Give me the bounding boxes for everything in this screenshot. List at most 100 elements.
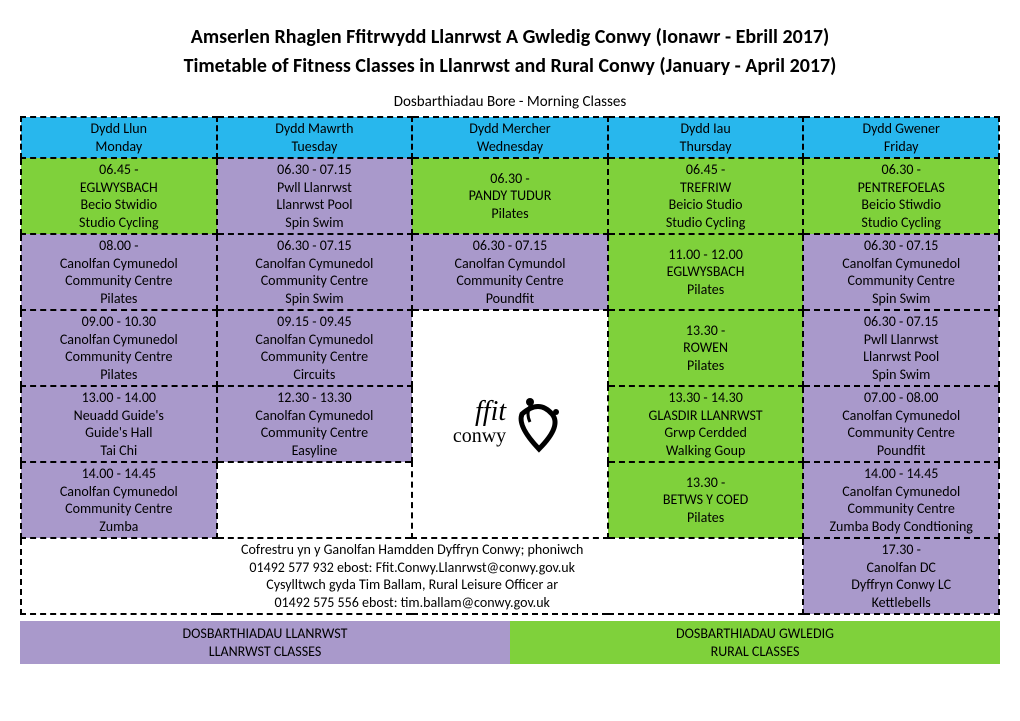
title-welsh: Amserlen Rhaglen Ffitrwydd Llanrwst A Gw… — [20, 25, 1000, 49]
cell-text: 06.45 - — [26, 161, 212, 179]
heart-figure-icon — [512, 394, 567, 454]
timetable-cell — [217, 462, 413, 538]
cell-text: 06.30 - 07.15 — [222, 237, 408, 255]
cell-text: Studio Cycling — [613, 214, 799, 232]
cell-text: Canolfan Cymunedol — [222, 331, 408, 349]
cell-text: Canolfan DC — [808, 559, 994, 577]
timetable-cell: 13.00 - 14.00Neuadd Guide'sGuide's HallT… — [21, 386, 217, 462]
cell-text: 08.00 - — [26, 237, 212, 255]
day-header: Dydd LlunMonday — [21, 117, 217, 158]
cell-text: Canolfan Cymunedol — [222, 255, 408, 273]
cell-text: 06.30 - 07.15 — [808, 313, 994, 331]
cell-text: 07.00 - 08.00 — [808, 389, 994, 407]
timetable-cell: 13.30 -ROWENPilates — [608, 310, 804, 386]
timetable: Dydd LlunMondayDydd MawrthTuesdayDydd Me… — [20, 116, 1000, 615]
cell-text: Spin Swim — [222, 290, 408, 308]
cell-text: 12.30 - 13.30 — [222, 389, 408, 407]
cell-text: Cofrestru yn y Ganolfan Hamdden Dyffryn … — [26, 541, 798, 559]
cell-text: EGLWYSBACH — [613, 263, 799, 281]
table-row: 06.45 -EGLWYSBACHBecio StwidioStudio Cyc… — [21, 158, 999, 234]
cell-text: Studio Cycling — [808, 214, 994, 232]
cell-text: 01492 577 932 ebost: Ffit.Conwy.Llanrwst… — [26, 559, 798, 577]
cell-text: ROWEN — [613, 339, 799, 357]
cell-text: Canolfan Cymunedol — [808, 483, 994, 501]
cell-text: 13.30 - 14.30 — [613, 389, 799, 407]
cell-text: Pwll Llanrwst — [808, 331, 994, 349]
day-header: Dydd GwenerFriday — [803, 117, 999, 158]
cell-text: Community Centre — [26, 272, 212, 290]
cell-text: Community Centre — [26, 348, 212, 366]
cell-text: Canolfan Cymunedol — [26, 483, 212, 501]
cell-text: TREFRIW — [613, 179, 799, 197]
timetable-cell: 06.30 - 07.15Canolfan CymunedolCommunity… — [217, 234, 413, 310]
cell-text: Guide's Hall — [26, 424, 212, 442]
cell-text: BETWS Y COED — [613, 491, 799, 509]
cell-text: Canolfan Cymunedol — [808, 255, 994, 273]
timetable-cell: 06.30 - 07.15Pwll LlanrwstLlanrwst PoolS… — [217, 158, 413, 234]
cell-text: Community Centre — [222, 424, 408, 442]
legend-llanrwst: DOSBARTHIADAU LLANRWST LLANRWST CLASSES — [20, 621, 510, 664]
cell-text: Community Centre — [808, 272, 994, 290]
timetable-cell: 13.30 -BETWS Y COEDPilates — [608, 462, 804, 538]
cell-text: Llanrwst Pool — [808, 348, 994, 366]
cell-text: Kettlebells — [808, 594, 994, 612]
cell-text: Beicio Stiwdio — [808, 196, 994, 214]
cell-text: 06.30 - 07.15 — [417, 237, 603, 255]
cell-text: Walking Goup — [613, 442, 799, 460]
cell-text: 13.00 - 14.00 — [26, 389, 212, 407]
cell-text: 09.15 - 09.45 — [222, 313, 408, 331]
cell-text: Community Centre — [417, 272, 603, 290]
cell-text: Spin Swim — [808, 290, 994, 308]
cell-text: Canolfan Cymunedol — [26, 255, 212, 273]
timetable-cell: 11.00 - 12.00EGLWYSBACHPilates — [608, 234, 804, 310]
cell-text: Pilates — [613, 509, 799, 527]
cell-text: Canolfan Cymunedol — [26, 331, 212, 349]
cell-text: 17.30 - — [808, 541, 994, 559]
cell-text: Community Centre — [222, 348, 408, 366]
timetable-cell: 06.30 - 07.15Canolfan CymundolCommunity … — [412, 234, 608, 310]
timetable-cell: 13.30 - 14.30GLASDIR LLANRWSTGrwp Cerdde… — [608, 386, 804, 462]
cell-text: 06.30 - 07.15 — [222, 161, 408, 179]
cell-text: Community Centre — [808, 424, 994, 442]
cell-text: Canolfan Cymundol — [417, 255, 603, 273]
cell-text: PANDY TUDUR — [417, 187, 603, 205]
timetable-cell: 06.45 -EGLWYSBACHBecio StwidioStudio Cyc… — [21, 158, 217, 234]
timetable-cell: 06.30 -PENTREFOELASBeicio StiwdioStudio … — [803, 158, 999, 234]
cell-text: 01492 575 556 ebost: tim.ballam@conwy.go… — [26, 594, 798, 612]
cell-text: Community Centre — [808, 500, 994, 518]
timetable-cell: 07.00 - 08.00Canolfan CymunedolCommunity… — [803, 386, 999, 462]
cell-text: PENTREFOELAS — [808, 179, 994, 197]
ffit-conwy-logo: ffitconwy — [417, 394, 603, 454]
cell-text: Pilates — [613, 357, 799, 375]
cell-text: 11.00 - 12.00 — [613, 246, 799, 264]
cell-text: Pilates — [417, 205, 603, 223]
cell-text: Spin Swim — [808, 366, 994, 384]
timetable-cell: 06.30 - 07.15Pwll LlanrwstLlanrwst PoolS… — [803, 310, 999, 386]
timetable-cell: 14.00 - 14.45Canolfan CymunedolCommunity… — [21, 462, 217, 538]
timetable-cell: ffitconwy — [412, 310, 608, 538]
timetable-cell: 08.00 -Canolfan CymunedolCommunity Centr… — [21, 234, 217, 310]
cell-text: Canolfan Cymunedol — [222, 407, 408, 425]
cell-text: Dyffryn Conwy LC — [808, 576, 994, 594]
timetable-cell: 06.45 -TREFRIWBeicio StudioStudio Cyclin… — [608, 158, 804, 234]
timetable-cell: 12.30 - 13.30Canolfan CymunedolCommunity… — [217, 386, 413, 462]
timetable-cell: 09.00 - 10.30Canolfan CymunedolCommunity… — [21, 310, 217, 386]
timetable-cell: 14.00 - 14.45Canolfan CymunedolCommunity… — [803, 462, 999, 538]
cell-text: 06.45 - — [613, 161, 799, 179]
timetable-cell: 06.30 - 07.15Canolfan CymunedolCommunity… — [803, 234, 999, 310]
cell-text: 14.00 - 14.45 — [808, 465, 994, 483]
cell-text: GLASDIR LLANRWST — [613, 407, 799, 425]
cell-text: Poundfit — [417, 290, 603, 308]
cell-text: Pwll Llanrwst — [222, 179, 408, 197]
cell-text: 13.30 - — [613, 474, 799, 492]
table-row: 08.00 -Canolfan CymunedolCommunity Centr… — [21, 234, 999, 310]
cell-text: Poundfit — [808, 442, 994, 460]
cell-text: EGLWYSBACH — [26, 179, 212, 197]
cell-text: 14.00 - 14.45 — [26, 465, 212, 483]
timetable-cell: 09.15 - 09.45Canolfan CymunedolCommunity… — [217, 310, 413, 386]
title-english: Timetable of Fitness Classes in Llanrwst… — [20, 54, 1000, 78]
cell-text: Cysylltwch gyda Tim Ballam, Rural Leisur… — [26, 576, 798, 594]
day-header: Dydd MawrthTuesday — [217, 117, 413, 158]
cell-text: Pilates — [26, 366, 212, 384]
legend-rural: DOSBARTHIADAU GWLEDIG RURAL CLASSES — [510, 621, 1000, 664]
